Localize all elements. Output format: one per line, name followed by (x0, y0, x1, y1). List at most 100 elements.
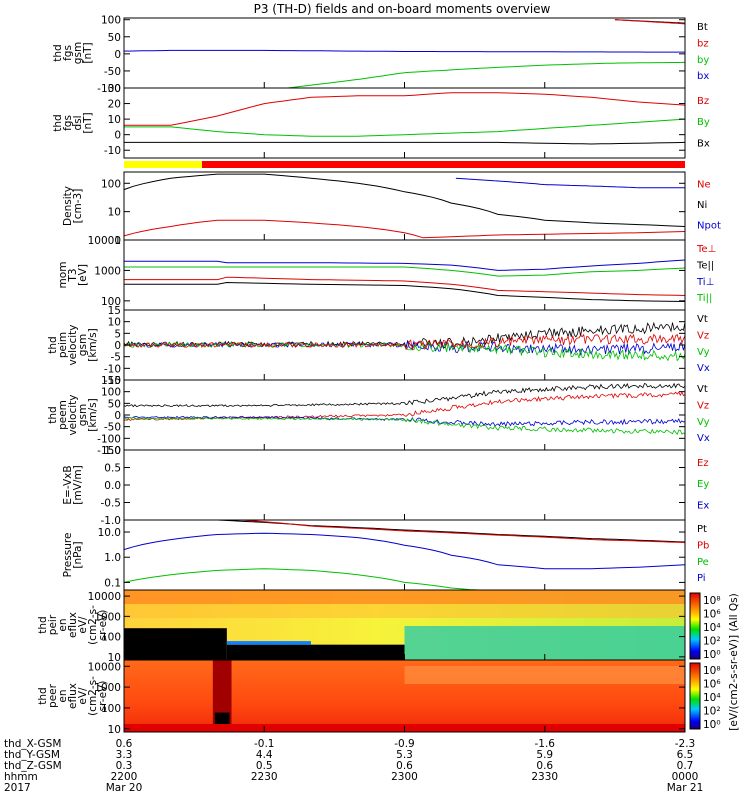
x-row-value: 6.5 (677, 749, 694, 761)
ylabel-peir-4: eV/ (77, 616, 89, 634)
legend-pressure-Pb: Pb (697, 540, 709, 551)
mode-bar-slow (124, 161, 202, 168)
ylabel-peim-0: thd (47, 336, 59, 353)
ylabel-peir-0: thd (37, 616, 49, 633)
legend-fgs_dsl-Bx: Bx (697, 138, 710, 149)
ytick-label: 10 (108, 207, 121, 219)
panel-frame (123, 171, 686, 241)
ytick-label: 100 (101, 703, 121, 715)
panel-frame (123, 17, 686, 89)
x-row-value: 3.3 (116, 749, 133, 761)
x-row-value: 0.7 (677, 760, 694, 772)
legend-fgs_gsm-by: by (697, 55, 709, 66)
ylabel-pressure-0: Pressure (62, 533, 74, 578)
ytick-label: 1 (114, 235, 121, 247)
ytick-label: 0.0 (104, 480, 121, 492)
x-row-value: 0.5 (256, 760, 273, 772)
series-pressure-Pb (240, 519, 686, 544)
ytick-label: 10000 (88, 591, 121, 603)
colorbar-frame (689, 592, 701, 660)
ytick-label: 1.0 (104, 445, 121, 457)
ylabel-fgs_gsm-3: [nT] (82, 42, 94, 63)
ytick-label: 100 (101, 632, 121, 644)
x-row-value: 0.6 (116, 738, 133, 750)
series-mom-Te|| (124, 281, 686, 302)
series-peim-Vy (123, 341, 686, 362)
ytick-label: 10.0 (98, 527, 121, 539)
ylabel-pressure-1: [nPa] (72, 541, 84, 568)
ytick-label: -50 (104, 422, 121, 434)
x-row-value: 0000 (672, 771, 699, 783)
colorbar-electron (690, 663, 700, 729)
ylabel-peer-1: peer (47, 683, 59, 708)
ytick-label: 5 (114, 328, 121, 340)
ylabel-peer-3: eflux (67, 683, 79, 709)
spectrogram-high-band (124, 590, 685, 604)
ytick-label: 0.5 (104, 463, 121, 475)
ytick-label: -0.5 (101, 498, 122, 510)
legend-mom-Ti⊥: Ti⊥ (696, 277, 714, 288)
ylabel-peim-1: peim (57, 332, 69, 358)
ytick-label: -100 (97, 433, 121, 445)
ytick-label: 10 (108, 317, 121, 329)
x-row-value: -1.6 (535, 738, 556, 750)
ytick-label: -5 (111, 352, 121, 364)
ytick-label: -150 (97, 445, 121, 457)
ylabel-peim-2: velocity (67, 324, 79, 365)
colorbar-ion (690, 593, 700, 659)
legend-efield-Ez: Ez (697, 458, 709, 469)
colorbar-tick: 10⁴ (703, 622, 721, 634)
legend-fgs_gsm-Bt: Bt (697, 22, 708, 33)
ytick-label: 0 (114, 410, 121, 422)
ytick-label: 1000 (94, 611, 121, 623)
series-density-Ne (123, 219, 686, 239)
ylabel-peir-1: peir (47, 614, 59, 635)
panel-frame (123, 379, 686, 451)
ylabel-efield-0: E=-VxB (62, 465, 74, 504)
ytick-label: 100 (101, 296, 121, 308)
ylabel-peir-3: eflux (67, 612, 79, 638)
x-row-value: 0.6 (396, 760, 413, 772)
ylabel-peem-2: velocity (67, 394, 79, 435)
series-mom-Te⊥ (124, 276, 686, 296)
ytick-label: 50 (108, 32, 121, 44)
spectrogram-mid-band (124, 604, 685, 618)
ytick-label: -50 (104, 66, 121, 78)
legend-peim-Vz: Vz (697, 330, 709, 341)
ytick-label: 0 (114, 49, 121, 61)
series-pressure-Pi (123, 532, 686, 570)
ylabel-peir-2: en (57, 618, 69, 631)
series-mom-Ti|| (124, 266, 686, 277)
spectrogram-nodata-low (226, 644, 405, 660)
spectrogram-nodata (214, 712, 230, 726)
legend-pressure-Pi: Pi (697, 573, 706, 584)
ylabel-mom-0: mom (57, 262, 69, 289)
ytick-label: 100 (101, 15, 121, 27)
ylabel-peer-5: (cm2-s- (87, 676, 99, 716)
legend-pressure-Pe: Pe (697, 557, 709, 568)
panel-frame (123, 449, 686, 521)
series-fgs_gsm-by (287, 61, 686, 89)
panel-density: 100 10 1 Density[cm-3] Ne Ni Npot (62, 171, 721, 247)
ytick-label: 150 (101, 375, 121, 387)
series-density-Ni (123, 173, 686, 227)
ytick-label: -10 (104, 363, 121, 375)
ylabel-peer-0: thd (37, 687, 49, 704)
ytick-label: -1.0 (101, 515, 122, 527)
panel-pressure: 10.0 1.0 0.1 Pressure[nPa] Pt Pb Pe Pi (62, 519, 709, 591)
ylabel-mom-1: T3 (67, 268, 79, 282)
ylabel-peir-6: sr-eV) (97, 610, 109, 641)
legend-efield-Ey: Ey (697, 479, 709, 490)
legend-mom-Te⊥: Te⊥ (696, 244, 716, 255)
spectrogram-electron (124, 660, 685, 732)
x-row-value: 5.3 (396, 749, 413, 761)
ytick-label: 30 (108, 83, 121, 95)
ylabel-density-1: [cm-3] (72, 189, 84, 224)
legend-peem-Vx: Vx (697, 433, 710, 444)
ylabel-fgs_gsm-0: thd (52, 44, 64, 61)
legend-peem-Vz: Vz (697, 400, 709, 411)
